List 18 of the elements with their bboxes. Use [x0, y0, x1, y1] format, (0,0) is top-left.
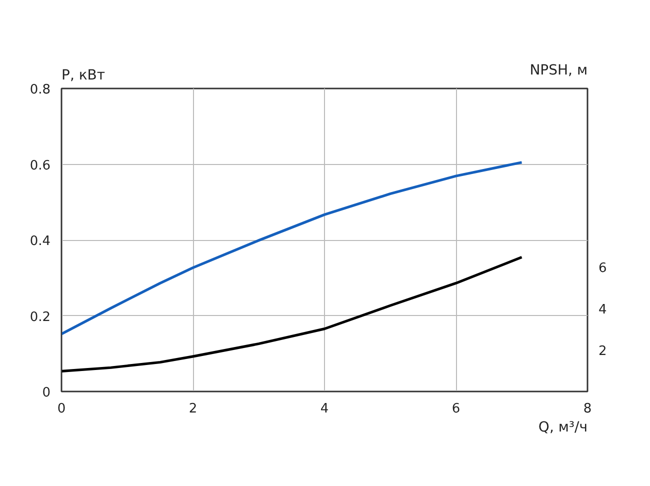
y-tick-label: 0.2 [30, 310, 51, 325]
x-tick-label: 6 [452, 402, 460, 416]
line-series [62, 256, 524, 372]
y-tick-label: 0.8 [30, 82, 51, 98]
y2-tick-label: 2 [598, 344, 607, 359]
x-tick-label: 0 [57, 402, 66, 416]
x-tick-label: 8 [583, 402, 592, 416]
x-tick-label: 4 [320, 402, 329, 416]
y2-axis-title: NPSH, м [530, 62, 588, 78]
y-tick-label: 0.6 [30, 158, 51, 174]
x-tick-label: 2 [188, 402, 198, 416]
y-tick-label: 0.4 [30, 234, 51, 249]
x-axis-title: Q, м³/ч [538, 420, 588, 436]
y-axis-title: P, кВт [62, 68, 106, 84]
line-series [62, 161, 524, 336]
y2-tick-label: 4 [598, 302, 607, 318]
y2-tick-label: 6 [598, 260, 607, 276]
y-tick-label: 0 [42, 386, 51, 400]
